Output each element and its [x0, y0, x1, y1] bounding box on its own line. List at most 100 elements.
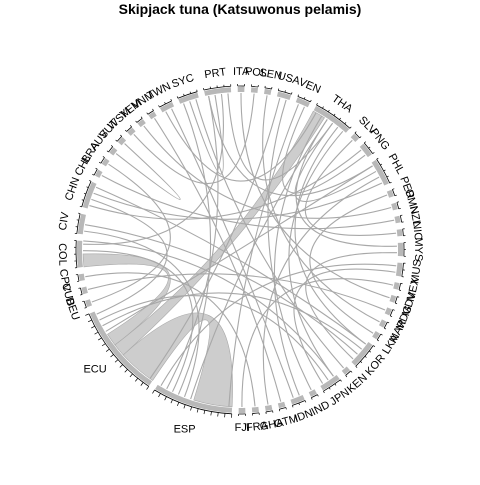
sector-tick: [387, 322, 389, 323]
sector-tick: [120, 365, 123, 368]
sector-tick: [99, 162, 101, 163]
sector-axis-col: [76, 241, 77, 268]
sector-tick: [184, 94, 185, 96]
sector-tick: [369, 147, 371, 148]
sector-arc-usa: [277, 92, 291, 100]
sector-tick: [130, 374, 133, 377]
sector-tick: [339, 118, 340, 120]
chord-link: [92, 164, 170, 302]
sector-tick: [305, 401, 306, 403]
sector-tick: [84, 193, 86, 194]
sector-label-mys: MYS: [412, 237, 424, 261]
sector-axis-gha: [266, 411, 273, 412]
sector-arc-cpv: [79, 274, 85, 281]
sector-tick: [136, 121, 137, 123]
sector-tick: [377, 158, 379, 159]
sector-tick: [147, 386, 149, 389]
sector-tick: [365, 356, 367, 357]
sector-tick: [350, 127, 351, 128]
sector-tick: [82, 301, 84, 302]
sector-tick: [177, 402, 178, 406]
sector-tick: [82, 200, 84, 201]
sector-tick: [399, 208, 401, 209]
sector-tick: [111, 145, 113, 146]
sector-label-phl: PHL: [386, 152, 407, 177]
sector-tick: [395, 195, 397, 196]
sector-tick: [218, 413, 219, 417]
sector-tick: [322, 107, 323, 109]
sector-tick: [125, 130, 126, 131]
sector-tick: [317, 103, 318, 105]
sector-tick: [92, 174, 94, 175]
sector-tick: [130, 125, 131, 127]
sector-tick: [85, 314, 89, 316]
sector-arc-gha: [265, 405, 272, 411]
sector-tick: [211, 412, 212, 416]
sector-arc-aus: [109, 147, 117, 155]
sector-tick: [165, 102, 166, 104]
sector-arc-cub: [81, 287, 88, 295]
sector-arc-ita: [238, 87, 245, 92]
sector-tick: [184, 405, 185, 409]
sector-tick: [377, 340, 379, 341]
sector-label-esp: ESP: [174, 424, 196, 436]
sector-tick: [116, 140, 117, 141]
sector-label-ecu: ECU: [83, 364, 106, 376]
sector-label-png: PNG: [368, 126, 392, 152]
sector-tick: [335, 384, 336, 386]
sector-tick: [334, 114, 335, 116]
sector-tick: [98, 338, 101, 340]
sector-tick: [373, 346, 375, 347]
sector-label-col: COL: [56, 243, 69, 266]
sector-arc-prt: [204, 87, 231, 96]
sector-tick: [152, 390, 154, 393]
sector-tick: [381, 334, 383, 335]
sector-tick: [197, 409, 198, 413]
sector-tick: [291, 92, 292, 94]
sector-tick: [364, 142, 366, 143]
sector-arc-omn: [391, 203, 398, 211]
sector-label-prt: PRT: [204, 66, 228, 81]
sector-tick: [96, 168, 98, 169]
sector-tick: [340, 380, 341, 382]
sector-tick: [384, 170, 386, 171]
sector-tick: [177, 96, 178, 98]
sector-tick: [158, 105, 159, 107]
sector-tick: [323, 391, 324, 393]
sector-tick: [384, 328, 386, 329]
sector-tick: [356, 366, 357, 367]
sector-label-chn: CHN: [63, 176, 82, 203]
sector-tick: [392, 189, 394, 190]
sector-arc-col: [77, 241, 83, 268]
sector-arc-nzl: [394, 216, 400, 223]
sector-arc-fji: [239, 408, 246, 413]
sector-axis-pol: [251, 86, 258, 87]
sector-tick: [88, 320, 92, 322]
sector-tick: [125, 369, 128, 372]
sector-label-ven: VEN: [297, 76, 323, 96]
sector-tick: [102, 344, 105, 346]
sector-tick: [311, 398, 312, 400]
sector-arc-chn: [83, 182, 97, 209]
sector-arc-mys: [398, 243, 403, 257]
sector-tick: [120, 135, 121, 136]
sector-tick: [369, 351, 371, 352]
sector-tick: [310, 100, 311, 102]
sector-tick: [147, 113, 148, 115]
sector-tick: [106, 349, 109, 351]
sector-tick: [80, 295, 82, 296]
sector-axis-nzl: [400, 216, 401, 223]
sector-arc-nic: [397, 229, 403, 236]
sector-axis-cpv: [78, 275, 79, 282]
sector-arc-gtm: [278, 402, 286, 409]
sector-tick: [298, 95, 299, 97]
sector-tick: [345, 122, 346, 124]
sector-tick: [393, 310, 395, 311]
sector-tick: [158, 393, 160, 396]
sector-tick: [103, 156, 105, 157]
sector-tick: [141, 382, 143, 385]
sector-tick: [110, 354, 113, 357]
sector-arc-sen: [264, 89, 271, 95]
